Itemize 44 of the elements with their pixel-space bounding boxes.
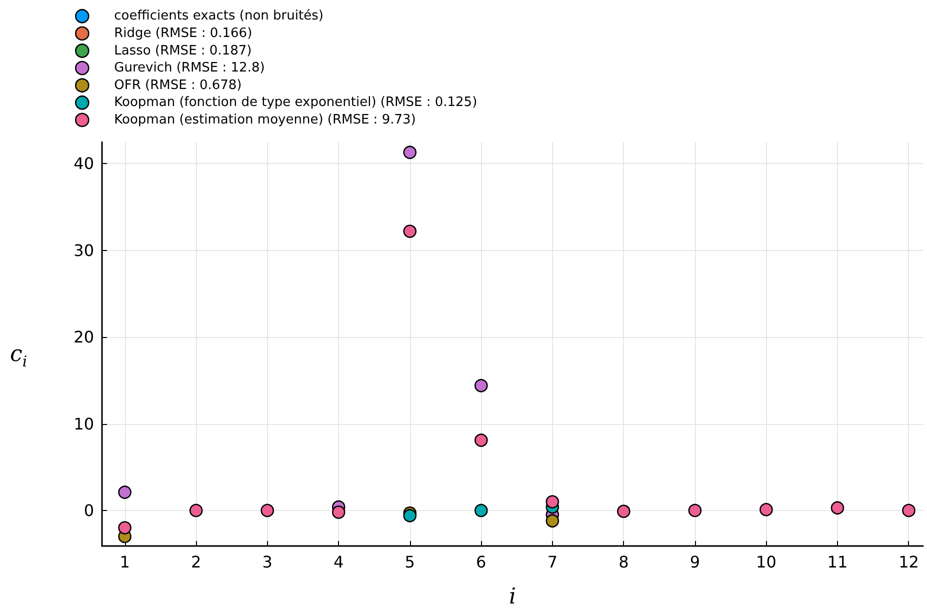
point: [403, 509, 417, 522]
legend-label: coefficients exacts (non bruités): [114, 8, 324, 24]
point: [546, 514, 560, 528]
y-tick-label: 10: [74, 414, 94, 434]
y-axis-title: c$_{i}$: [10, 342, 28, 370]
legend-label: OFR (RMSE : 0.678): [114, 78, 242, 93]
x-tick-label: 5: [404, 552, 415, 572]
x-tick-label: 9: [690, 552, 700, 572]
point: [118, 521, 132, 534]
y-tick-label: 20: [74, 328, 94, 347]
x-tick-label: 4: [334, 552, 344, 572]
x-tick-label: 3: [262, 552, 272, 572]
point: [830, 501, 844, 514]
point: [118, 486, 132, 499]
y-tick-label: 30: [74, 240, 94, 260]
point: [332, 506, 346, 519]
point: [260, 504, 274, 518]
x-tick-label: 12: [898, 552, 919, 572]
point: [546, 495, 560, 508]
point: [902, 504, 916, 518]
legend-label: Gurevich (RMSE : 12.8): [114, 60, 265, 76]
x-tick-label: 1: [120, 552, 130, 572]
point: [617, 504, 630, 518]
point: [403, 146, 417, 160]
point: [474, 434, 488, 447]
legend-label: Koopman (estimation moyenne) (RMSE : 9.73): [114, 112, 416, 128]
x-tick-label: 10: [756, 552, 776, 572]
point: [403, 224, 417, 238]
legend-label: Ridge (RMSE : 0.166): [114, 26, 252, 41]
x-tick-label: 8: [618, 552, 629, 572]
point: [760, 502, 773, 516]
x-tick-label: 7: [547, 552, 558, 572]
point: [688, 504, 702, 518]
x-tick-label: 2: [190, 552, 202, 572]
legend-label: Koopman (fonction de type exponentiel) (RMSE : 0.125): [114, 95, 478, 110]
legend-label: Lasso (RMSE : 0.187): [114, 43, 252, 58]
point: [189, 504, 203, 518]
x-axis-title: i: [508, 584, 516, 610]
point: [474, 504, 488, 518]
point: [474, 378, 488, 392]
x-tick-label: 11: [827, 552, 848, 572]
y-tick-label: 40: [74, 154, 94, 174]
x-tick-label: 6: [476, 552, 486, 572]
y-tick-label: 0: [84, 500, 94, 520]
